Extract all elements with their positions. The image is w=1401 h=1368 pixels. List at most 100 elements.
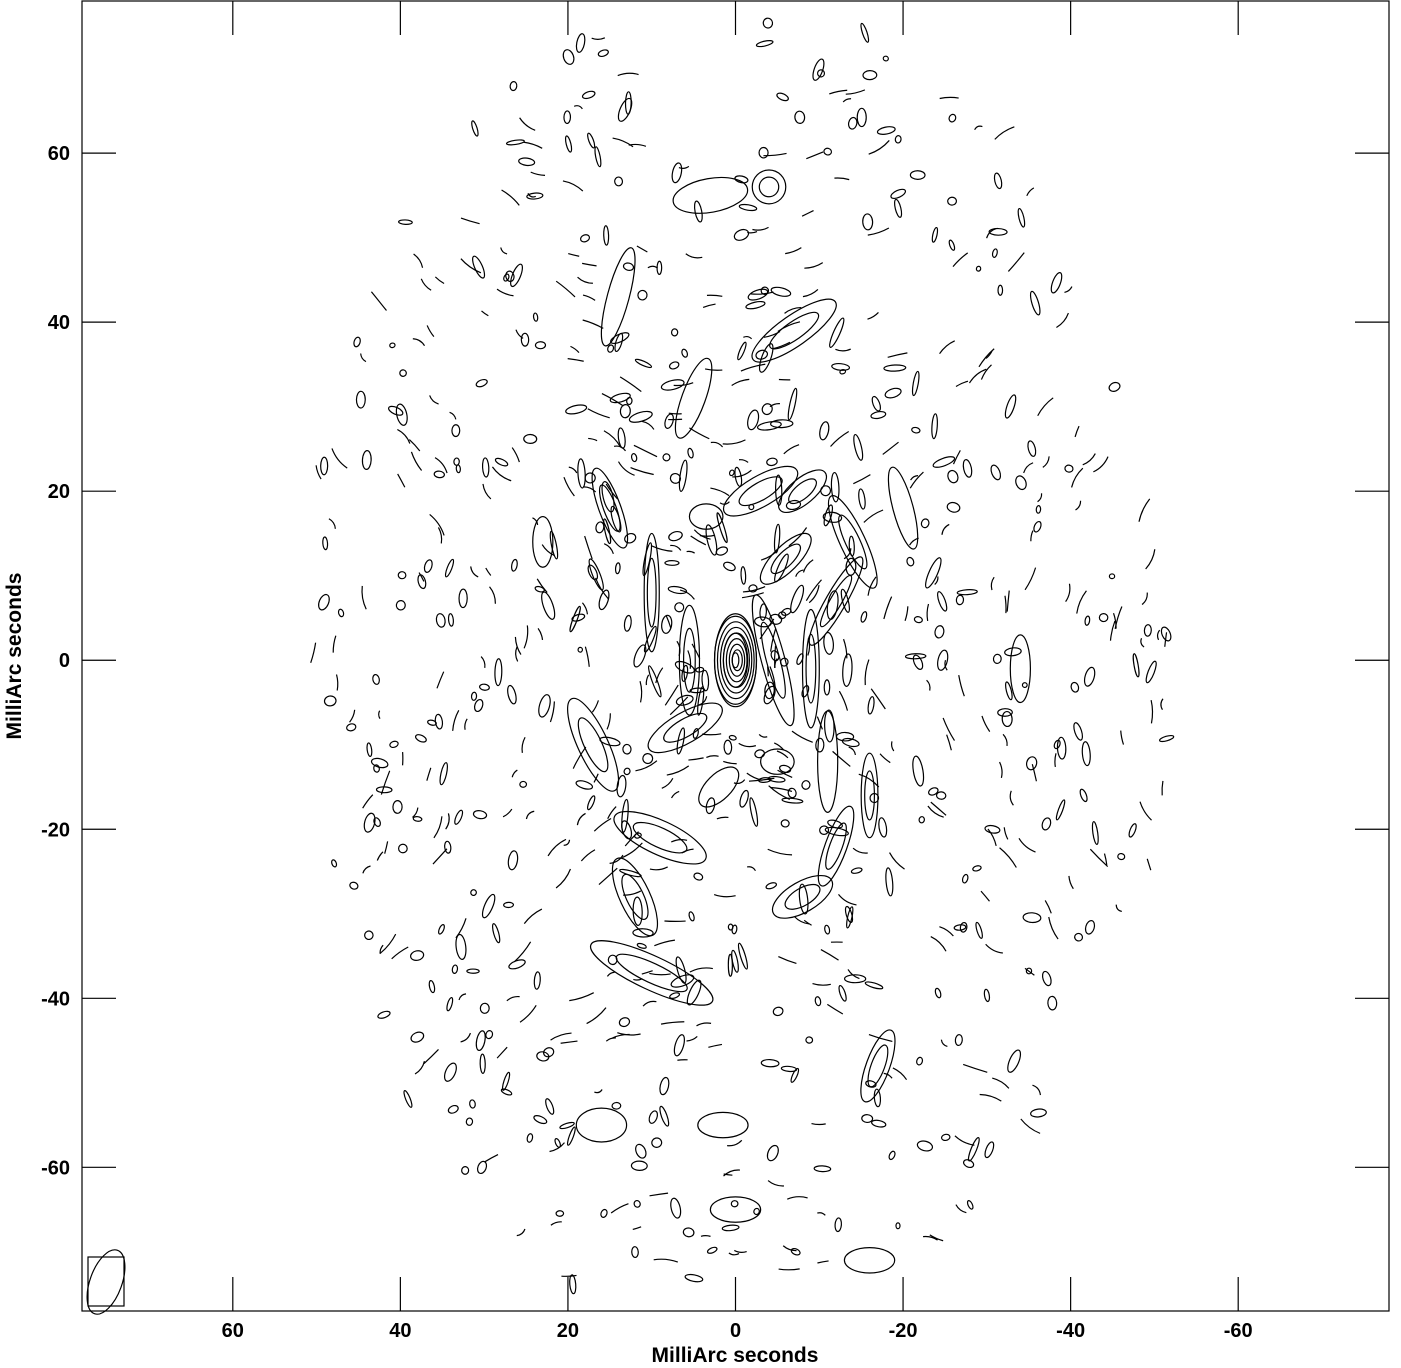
sidelobe-contour <box>780 819 790 828</box>
sidelobe-contour <box>614 562 621 575</box>
sidelobe-contour <box>731 378 750 386</box>
sidelobe-contour <box>434 276 445 285</box>
sidelobe-contour <box>660 379 685 391</box>
sidelobe-contour <box>974 125 983 131</box>
sidelobe-contour <box>884 387 902 399</box>
sidelobe-contour <box>829 317 845 348</box>
sidelobe-contour <box>1007 252 1025 272</box>
sidelobe-contour <box>380 770 391 795</box>
sidelobe-contour <box>649 866 668 871</box>
sidelobe-contour <box>500 1088 513 1096</box>
sidelobe-contour <box>594 146 602 168</box>
sidelobe-contour <box>863 509 884 523</box>
sidelobe-contour <box>364 930 374 941</box>
sidelobe-contour <box>376 851 384 861</box>
sidelobe-contour <box>1029 290 1041 316</box>
contour-layer <box>310 17 1175 1295</box>
sidelobe-contour <box>366 742 373 758</box>
sidelobe-contour <box>485 1030 494 1040</box>
sidelobe-contour <box>679 589 695 600</box>
sidelobe-contour <box>873 1088 882 1108</box>
feature-contour <box>647 702 723 754</box>
sidelobe-contour <box>689 427 710 440</box>
sidelobe-contour <box>453 457 460 466</box>
sidelobe-contour <box>591 700 599 713</box>
sidelobe-contour <box>940 1039 948 1048</box>
sidelobe-contour <box>997 284 1004 296</box>
sidelobe-contour <box>362 865 371 874</box>
sidelobe-contour <box>673 1034 685 1057</box>
sidelobe-contour <box>534 341 547 350</box>
sidelobe-contour <box>808 585 820 604</box>
sidelobe-contour <box>670 790 680 799</box>
sidelobe-contour <box>704 368 723 371</box>
sidelobe-contour <box>481 310 489 317</box>
sidelobe-contour <box>505 270 515 283</box>
feature-contour <box>758 176 780 198</box>
sidelobe-contour <box>790 1247 801 1256</box>
sidelobe-contour <box>844 905 854 924</box>
sidelobe-contour <box>826 590 839 621</box>
sidelobe-contour <box>432 848 448 865</box>
sidelobe-contour <box>883 364 907 372</box>
sidelobe-contour <box>783 444 800 455</box>
sidelobe-contour <box>777 611 787 620</box>
sidelobe-contour <box>985 943 1003 954</box>
sidelobe-contour <box>710 441 724 448</box>
sidelobe-contour <box>1091 821 1099 845</box>
sidelobe-contour <box>618 1017 631 1028</box>
sidelobe-contour <box>723 1169 740 1177</box>
sidelobe-contour <box>611 1101 622 1110</box>
sidelobe-contour <box>460 217 480 225</box>
sidelobe-contour <box>758 146 769 159</box>
sidelobe-contour <box>1145 660 1157 684</box>
sidelobe-contour <box>353 336 361 348</box>
sidelobe-contour <box>716 512 728 544</box>
sidelobe-contour <box>458 588 468 609</box>
sidelobe-contour <box>756 421 782 431</box>
sidelobe-contour <box>677 1059 688 1061</box>
sidelobe-contour <box>858 773 880 788</box>
sidelobe-contour <box>582 262 597 267</box>
sidelobe-contour <box>481 893 496 919</box>
sidelobe-contour <box>770 628 777 652</box>
sidelobe-contour <box>967 1137 980 1162</box>
sidelobe-contour <box>593 773 599 783</box>
sidelobe-contour <box>379 933 397 955</box>
sidelobe-contour <box>1140 638 1145 648</box>
sidelobe-contour <box>834 1217 843 1233</box>
sidelobe-contour <box>713 893 736 898</box>
sidelobe-contour <box>447 1104 459 1114</box>
sidelobe-contour <box>760 550 778 561</box>
sidelobe-contour <box>990 464 1002 481</box>
sidelobe-contour <box>501 1071 511 1091</box>
sidelobe-contour <box>439 762 448 786</box>
sidelobe-contour <box>673 382 694 387</box>
sidelobe-contour <box>315 465 322 480</box>
sidelobe-contour <box>623 614 632 632</box>
sidelobe-contour <box>480 656 486 668</box>
sidelobe-contour <box>688 757 704 761</box>
sidelobe-contour <box>649 972 671 976</box>
sidelobe-contour <box>835 731 855 742</box>
sidelobe-contour <box>653 1258 679 1263</box>
sidelobe-contour <box>1048 916 1059 940</box>
sidelobe-contour <box>759 618 775 640</box>
sidelobe-contour <box>417 574 427 590</box>
sidelobe-contour <box>616 774 627 798</box>
sidelobe-contour <box>516 1228 526 1237</box>
sidelobe-contour <box>408 439 421 452</box>
sidelobe-contour <box>1022 912 1042 924</box>
sidelobe-contour <box>388 405 404 416</box>
sidelobe-contour <box>890 188 907 200</box>
feature-contour <box>808 556 864 646</box>
sidelobe-contour <box>802 288 819 298</box>
feature-contour <box>589 940 714 1006</box>
sidelobe-contour <box>399 369 407 377</box>
sidelobe-contour <box>909 537 919 546</box>
sidelobe-contour <box>867 576 877 596</box>
central-source-contour <box>719 626 753 694</box>
sidelobe-contour <box>1141 592 1148 605</box>
sidelobe-contour <box>1015 475 1027 491</box>
sidelobe-contour <box>952 252 969 267</box>
